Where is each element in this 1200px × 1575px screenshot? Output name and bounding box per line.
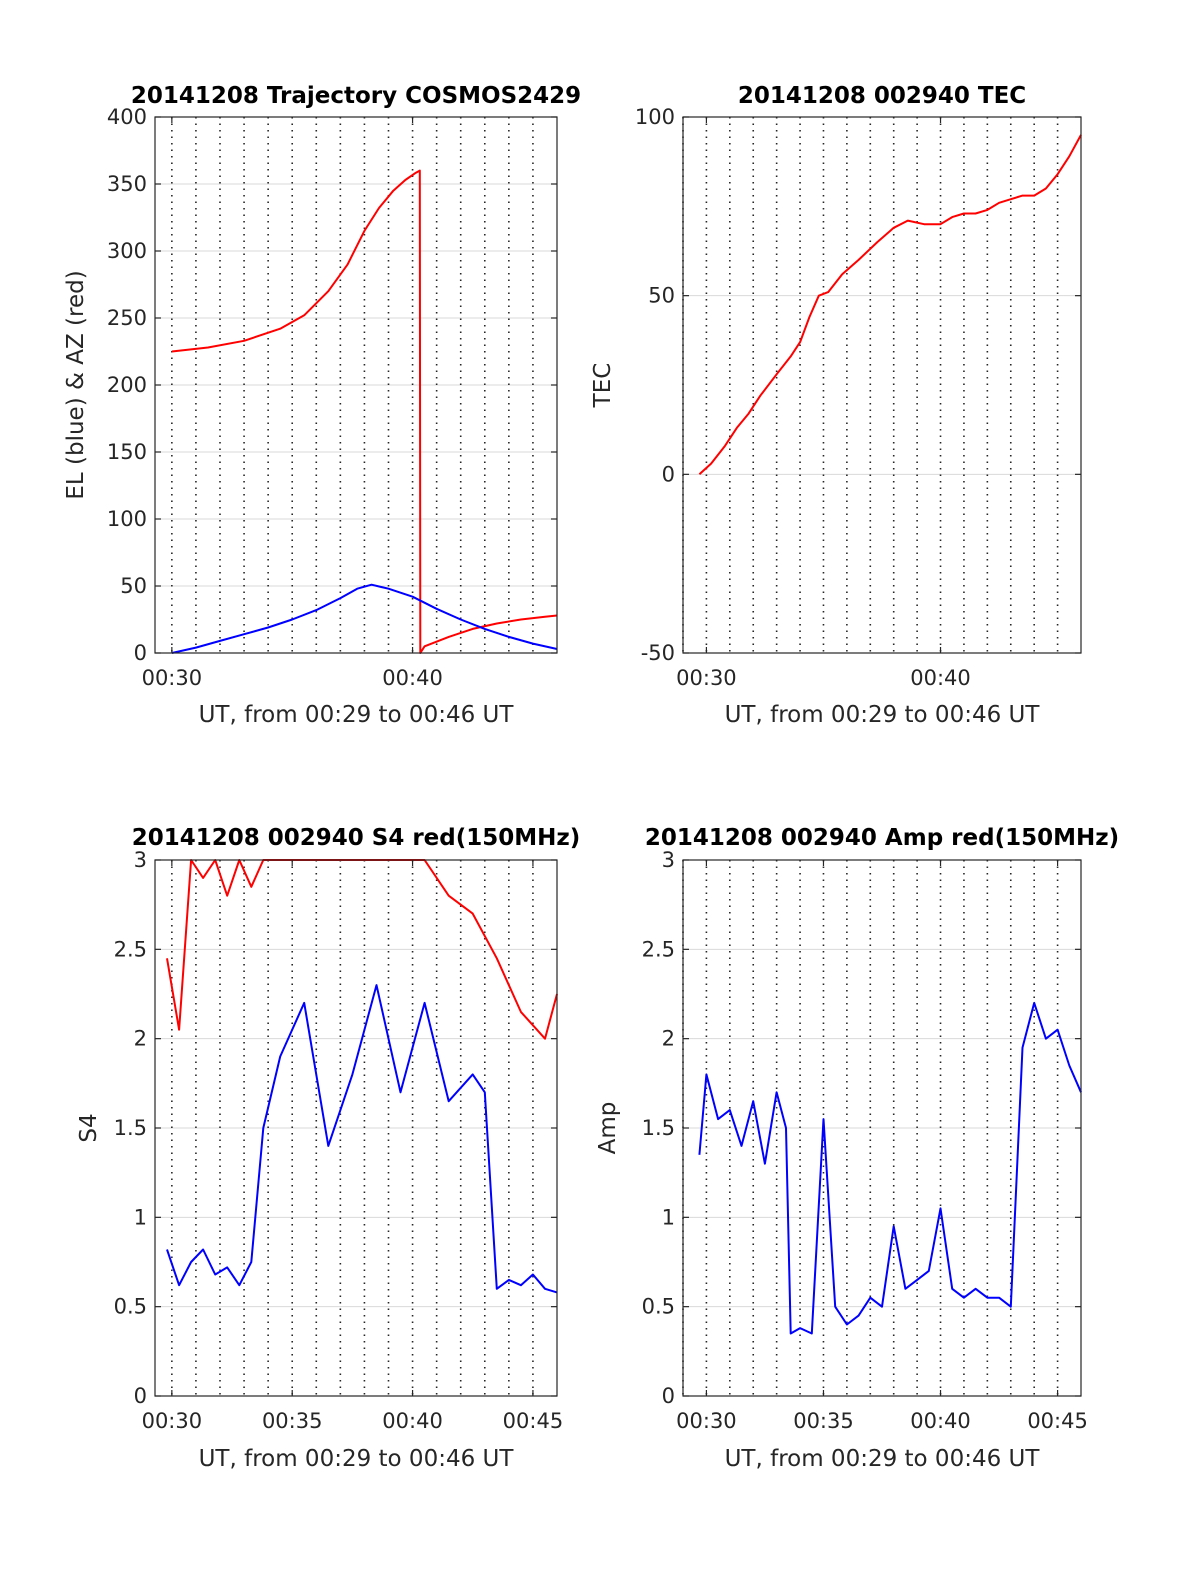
y-tick-label: 0 [134, 1384, 147, 1408]
x-axis-label: UT, from 00:29 to 00:46 UT [199, 702, 515, 728]
y-tick-label: 100 [107, 507, 147, 531]
y-axis-label: Amp [595, 1102, 621, 1155]
series-line-blue [166, 984, 558, 1294]
x-tick-label: 00:40 [910, 666, 971, 690]
y-tick-label: 1 [662, 1205, 675, 1229]
chart-title: 20141208 Trajectory COSMOS2429 [131, 83, 581, 109]
axes-box [682, 116, 1082, 654]
x-tick-label: 00:45 [1027, 1409, 1088, 1433]
chart-title: 20141208 002940 S4 red(150MHz) [132, 825, 581, 851]
y-tick-label: 3 [134, 848, 147, 872]
x-tick-label: 00:30 [676, 1409, 737, 1433]
x-tick-label: 00:35 [262, 1409, 323, 1433]
chart-s4: 0 0.5 1 1.5 2 2.5 3 00:30 00:35 00:40 00:45 201412… [76, 825, 580, 1472]
x-tick-label: 00:40 [382, 1409, 443, 1433]
y-axis-label: S4 [76, 1113, 102, 1142]
y-tick-label: -50 [641, 641, 675, 665]
chart-trajectory: 0 50 100 150 200 250 300 350 400 00:30 00:40 20141… [63, 83, 581, 728]
series-line-red [171, 169, 558, 654]
y-tick-label: 50 [120, 574, 147, 598]
plot-area [683, 117, 1081, 653]
x-tick-label: 00:30 [676, 666, 737, 690]
y-tick-label: 150 [107, 440, 147, 464]
y-tick-label: 1.5 [114, 1116, 147, 1140]
x-tick-label: 00:30 [142, 1409, 203, 1433]
y-tick-label: 350 [107, 172, 147, 196]
y-tick-label: 2.5 [642, 937, 675, 961]
chart-title: 20141208 002940 Amp red(150MHz) [645, 825, 1119, 851]
y-tick-label: 200 [107, 373, 147, 397]
series-line-red [698, 134, 1082, 476]
y-tick-label: 2.5 [114, 937, 147, 961]
y-tick-label: 300 [107, 239, 147, 263]
x-tick-label: 00:40 [382, 666, 443, 690]
series-line-blue [698, 1001, 1082, 1335]
y-tick-label: 2 [662, 1027, 675, 1051]
y-tick-label: 0 [662, 1384, 675, 1408]
y-axis-label: TEC [590, 363, 616, 409]
y-tick-label: 0 [134, 641, 147, 665]
chart-title: 20141208 002940 TEC [738, 83, 1026, 109]
y-tick-label: 3 [662, 848, 675, 872]
x-tick-label: 00:45 [503, 1409, 564, 1433]
x-tick-label: 00:40 [910, 1409, 971, 1433]
y-tick-label: 0.5 [114, 1295, 147, 1319]
chart-amp: 0 0.5 1 1.5 2 2.5 3 00:30 00:35 00:40 00:45 201412… [595, 825, 1119, 1472]
series-line-blue [171, 583, 558, 654]
y-tick-label: 2 [134, 1027, 147, 1051]
y-axis-label: EL (blue) & AZ (red) [63, 270, 89, 499]
y-tick-label: 0 [662, 462, 675, 486]
x-axis-label: UT, from 00:29 to 00:46 UT [725, 1446, 1041, 1472]
y-tick-label: 250 [107, 306, 147, 330]
x-axis-label: UT, from 00:29 to 00:46 UT [199, 1446, 515, 1472]
x-axis-label: UT, from 00:29 to 00:46 UT [725, 702, 1041, 728]
y-tick-label: 50 [648, 284, 675, 308]
y-tick-label: 0.5 [642, 1295, 675, 1319]
y-tick-label: 1 [134, 1205, 147, 1229]
y-tick-label: 100 [635, 105, 675, 129]
x-tick-label: 00:35 [793, 1409, 854, 1433]
x-tick-label: 00:30 [142, 666, 203, 690]
y-tick-label: 1.5 [642, 1116, 675, 1140]
y-tick-label: 400 [107, 105, 147, 129]
